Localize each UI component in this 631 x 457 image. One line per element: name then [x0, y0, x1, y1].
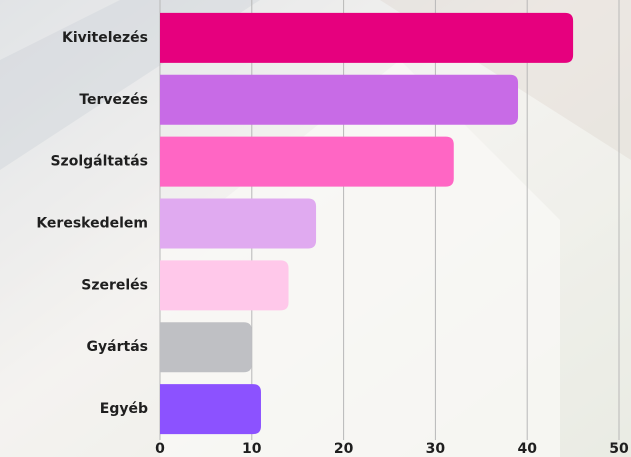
x-tick-label: 30 [426, 441, 446, 457]
y-tick-label: Tervezés [79, 92, 148, 108]
y-tick-label: Szolgáltatás [50, 154, 148, 170]
bar [160, 198, 317, 249]
bar [160, 136, 454, 187]
bar [160, 12, 574, 63]
x-tick-label: 20 [334, 441, 354, 457]
y-tick-label: Szerelés [81, 277, 148, 293]
bar [160, 384, 261, 435]
bar [160, 260, 289, 311]
bar [160, 322, 252, 373]
x-tick-label: 10 [242, 441, 262, 457]
x-tick-label: 50 [609, 441, 629, 457]
y-tick-label: Egyéb [100, 401, 148, 417]
y-tick-label: Kereskedelem [36, 216, 148, 232]
y-tick-label: Kivitelezés [62, 30, 148, 46]
y-tick-label: Gyártás [87, 339, 148, 355]
x-tick-label: 0 [155, 441, 165, 457]
x-tick-label: 40 [517, 441, 537, 457]
bar [160, 74, 519, 125]
